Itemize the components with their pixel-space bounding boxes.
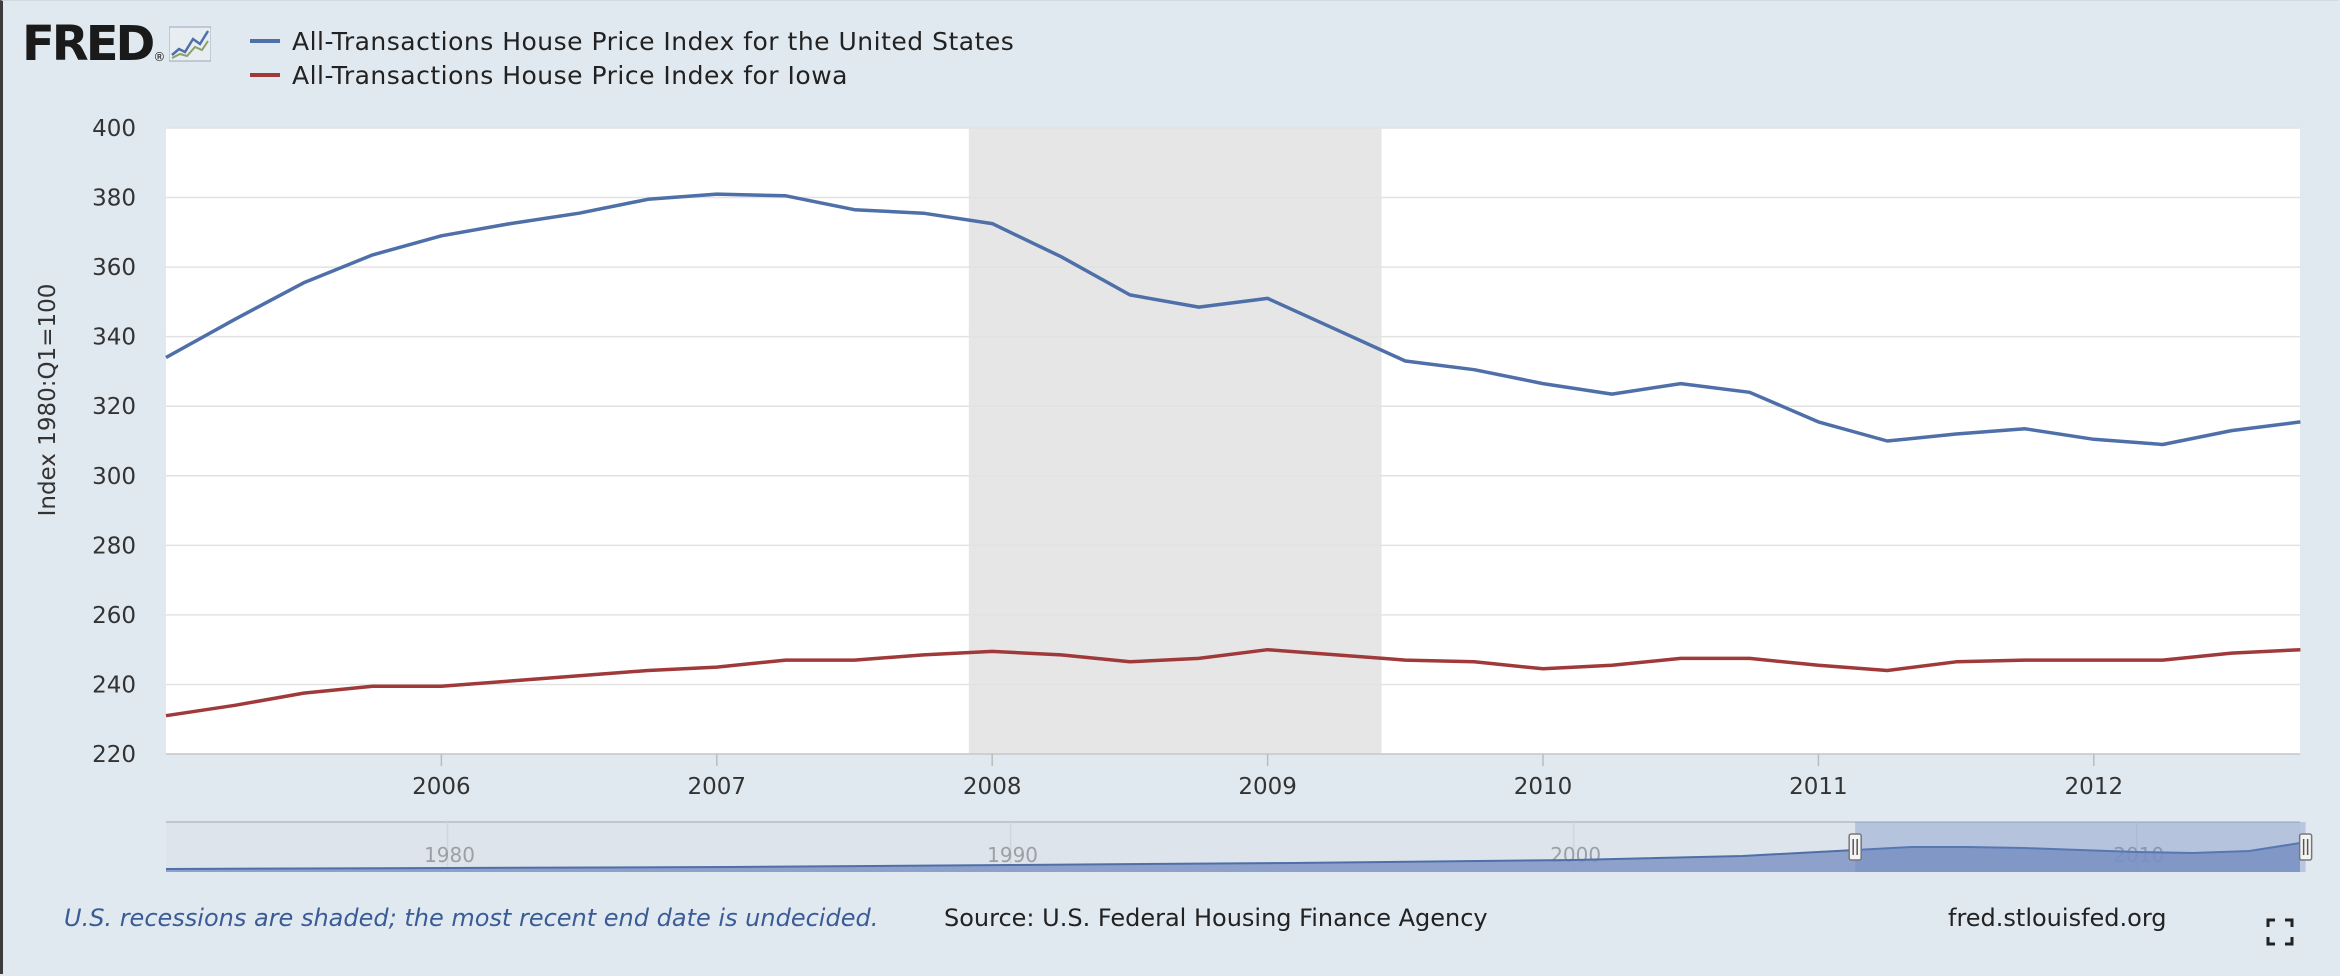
x-tick-label: 2007 — [688, 774, 747, 800]
x-tick-label: 2008 — [963, 774, 1022, 800]
recession-note: U.S. recessions are shaded; the most rec… — [64, 904, 879, 932]
x-tick-label: 2011 — [1789, 774, 1848, 800]
navigator-selected-range[interactable] — [1855, 822, 2306, 872]
x-tick-label: 2006 — [412, 774, 471, 800]
series-line-us[interactable] — [165, 192, 2301, 447]
y-tick-label: 380 — [92, 186, 136, 212]
y-tick-label: 360 — [92, 255, 136, 281]
y-tick-label: 240 — [92, 672, 136, 698]
y-tick-label: 340 — [92, 325, 136, 351]
x-tick-label: 2012 — [2065, 774, 2124, 800]
navigator-area — [166, 843, 2300, 872]
handle-body — [1848, 833, 1862, 861]
graph-logo-icon — [169, 26, 212, 62]
chart-legend: All-Transactions House Price Index for t… — [250, 24, 1014, 92]
y-tick-label: 400 — [92, 116, 136, 142]
legend-item-iowa[interactable]: All-Transactions House Price Index for I… — [250, 58, 1014, 92]
fred-logo[interactable]: FRED ® — [22, 16, 212, 72]
line-chart[interactable]: 220 240 260 280 300 320 340 360 380 400 2006 2007 20… — [0, 0, 2340, 880]
legend-label-us: All-Transactions House Price Index for t… — [292, 26, 1015, 56]
logo-registered-mark: ® — [153, 50, 166, 64]
navigator-handle-right[interactable] — [2298, 833, 2313, 861]
navigator-line — [165, 842, 2301, 870]
recession-shade — [968, 128, 1382, 754]
series-line-iowa[interactable] — [165, 647, 2301, 718]
x-tick-label: 2010 — [1514, 774, 1573, 800]
navigator-label: 1980 — [424, 843, 475, 867]
y-tick-label: 280 — [92, 533, 136, 559]
legend-item-us[interactable]: All-Transactions House Price Index for t… — [250, 24, 1014, 58]
y-tick-label: 220 — [92, 742, 136, 768]
legend-label-iowa: All-Transactions House Price Index for I… — [292, 60, 848, 90]
fullscreen-icon[interactable] — [2266, 918, 2294, 946]
navigator-label: 1990 — [987, 843, 1038, 867]
source-text: Source: U.S. Federal Housing Finance Age… — [944, 904, 1488, 932]
y-tick-label: 260 — [92, 603, 136, 629]
legend-swatch-iowa — [250, 73, 280, 77]
y-tick-label: 300 — [92, 464, 136, 490]
handle-body — [2298, 833, 2313, 861]
y-tick-label: 320 — [92, 394, 136, 420]
x-tick-label: 2009 — [1238, 774, 1297, 800]
site-link[interactable]: fred.stlouisfed.org — [1948, 904, 2167, 932]
legend-swatch-us — [250, 39, 280, 43]
navigator-handle-left[interactable] — [1848, 833, 1862, 861]
logo-wordmark: FRED — [22, 16, 155, 72]
